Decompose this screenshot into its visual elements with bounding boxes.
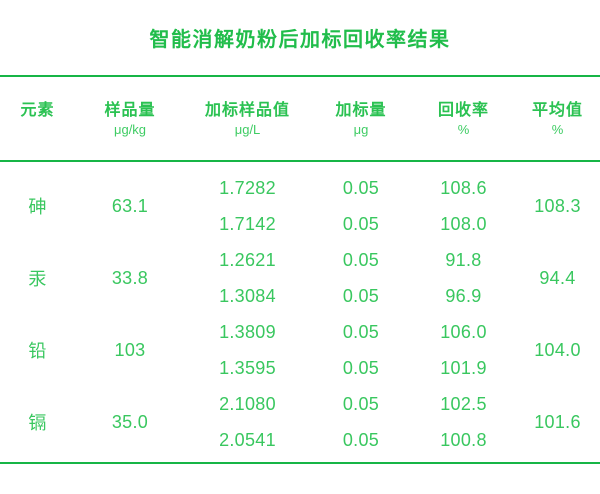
spiked-sample-value: 1.3595 — [219, 357, 276, 378]
spike-amount-value: 0.05 — [342, 213, 380, 234]
spike-amount-value: 0.05 — [342, 321, 380, 342]
recovery-rate-value: 100.8 — [440, 429, 487, 450]
header-cell-recovery-rate: 回收率 % — [412, 77, 515, 160]
footer-whitespace — [0, 464, 600, 494]
spiked-sample-value: 2.1080 — [219, 393, 276, 414]
average-value: 108.3 — [534, 195, 581, 216]
sample-amount-value: 63.1 — [111, 195, 149, 216]
recovery-rate-value: 108.6 — [440, 177, 487, 198]
element-name: 砷 — [28, 197, 47, 217]
spike-amount-value: 0.05 — [342, 429, 380, 450]
divider-bottom — [0, 462, 600, 464]
spike-amount-value: 0.05 — [342, 357, 380, 378]
table-row-group-mercury: 汞 33.8 1.2621 0.05 91.8 94.4 1.3084 0.05… — [0, 242, 600, 314]
page-title: 智能消解奶粉后加标回收率结果 — [149, 29, 451, 51]
spiked-sample-value: 1.2621 — [219, 249, 276, 270]
spike-amount-value: 0.05 — [342, 177, 380, 198]
recovery-rate-value: 102.5 — [440, 393, 487, 414]
sample-amount-value: 35.0 — [111, 411, 149, 432]
sample-amount-value: 33.8 — [111, 267, 149, 288]
average-value: 104.0 — [534, 339, 581, 360]
element-name: 汞 — [28, 269, 47, 289]
table-row-group-lead: 铅 103 1.3809 0.05 106.0 104.0 1.3595 0.0… — [0, 314, 600, 386]
average-value: 94.4 — [539, 267, 576, 288]
header-label-element: 元素 — [20, 102, 55, 119]
divider-header — [0, 160, 600, 162]
spike-amount-value: 0.05 — [342, 393, 380, 414]
spike-amount-value: 0.05 — [342, 285, 380, 306]
title-block: 智能消解奶粉后加标回收率结果 — [0, 0, 600, 75]
header-unit-sample-amount: μg/kg — [113, 122, 147, 137]
header-cell-spiked-sample-value: 加标样品值 μg/L — [185, 77, 310, 160]
divider-top — [0, 75, 600, 77]
table-body: 砷 63.1 1.7282 0.05 108.6 108.3 1.7142 0.… — [0, 162, 600, 462]
header-unit-recovery-rate: % — [457, 122, 470, 137]
header-label-spiked-sample-value: 加标样品值 — [204, 102, 290, 119]
table-header-row: 元素 样品量 μg/kg 加标样品值 μg/L 加标量 μg 回收率 % 平均值… — [0, 77, 600, 160]
spiked-sample-value: 1.7282 — [219, 177, 276, 198]
recovery-rate-value: 96.9 — [445, 285, 482, 306]
element-name: 铅 — [28, 341, 47, 361]
spiked-sample-value: 1.7142 — [219, 213, 276, 234]
sample-amount-value: 103 — [114, 339, 146, 360]
spiked-sample-value: 2.0541 — [219, 429, 276, 450]
recovery-rate-value: 91.8 — [445, 249, 482, 270]
header-label-average: 平均值 — [531, 102, 583, 119]
spiked-sample-value: 1.3084 — [219, 285, 276, 306]
header-unit-spiked-sample-value: μg/L — [234, 122, 261, 137]
header-label-sample-amount: 样品量 — [104, 102, 156, 119]
recovery-rate-value: 101.9 — [440, 357, 487, 378]
recovery-rate-value: 106.0 — [440, 321, 487, 342]
header-label-recovery-rate: 回收率 — [437, 102, 489, 119]
header-cell-sample-amount: 样品量 μg/kg — [75, 77, 185, 160]
spike-amount-value: 0.05 — [342, 249, 380, 270]
recovery-rate-value: 108.0 — [440, 213, 487, 234]
header-cell-spike-amount: 加标量 μg — [310, 77, 412, 160]
element-name: 镉 — [28, 413, 47, 433]
header-cell-element: 元素 — [0, 77, 75, 160]
header-label-spike-amount: 加标量 — [335, 102, 387, 119]
header-unit-average: % — [551, 122, 564, 137]
spiked-sample-value: 1.3809 — [219, 321, 276, 342]
table-row-group-arsenic: 砷 63.1 1.7282 0.05 108.6 108.3 1.7142 0.… — [0, 170, 600, 242]
header-cell-average: 平均值 % — [515, 77, 600, 160]
header-unit-spike-amount: μg — [353, 122, 369, 137]
average-value: 101.6 — [534, 411, 581, 432]
table-row-group-cadmium: 镉 35.0 2.1080 0.05 102.5 101.6 2.0541 0.… — [0, 386, 600, 458]
